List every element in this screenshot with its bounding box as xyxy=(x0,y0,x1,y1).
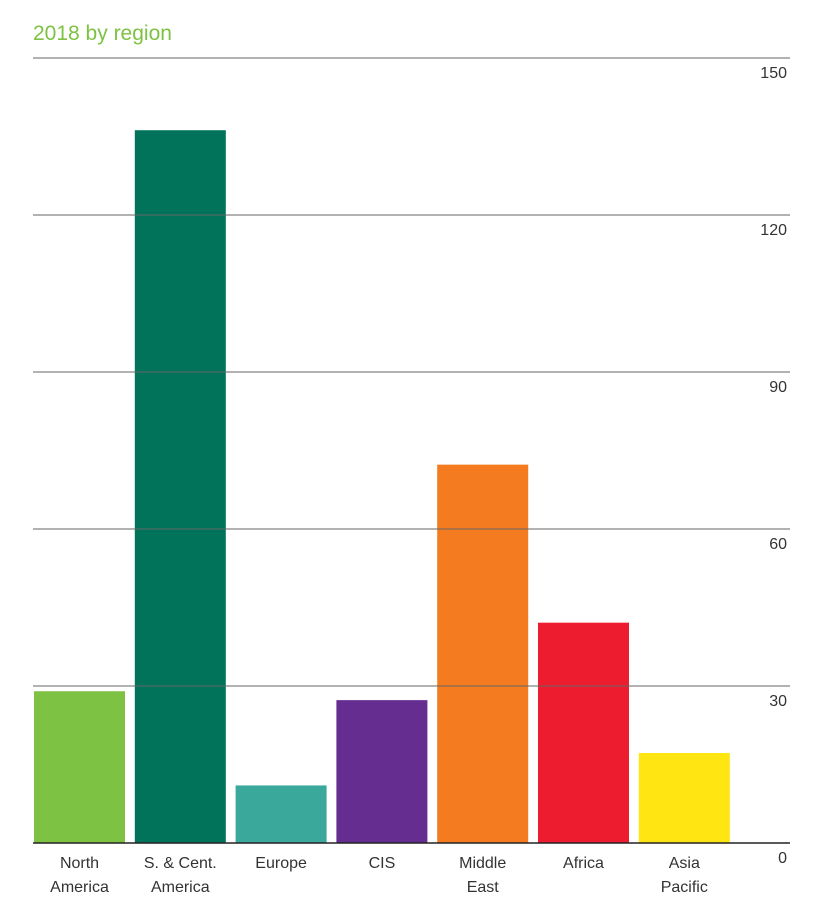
x-tick-label-line: East xyxy=(467,879,500,896)
bar xyxy=(34,691,125,843)
x-tick-label: Asia Pacific xyxy=(661,855,708,896)
y-tick-label: 120 xyxy=(760,222,787,239)
x-tick-label: CIS xyxy=(369,855,396,872)
x-tick-label-line: America xyxy=(50,879,109,896)
x-tick-label: Africa xyxy=(563,855,604,872)
bar xyxy=(134,130,226,844)
x-tick-label-line: North xyxy=(60,855,99,872)
x-tick-label: Middle East xyxy=(459,855,506,896)
x-tick-label: Europe xyxy=(255,855,307,872)
x-tick-label-line: Pacific xyxy=(661,879,708,896)
x-tick-label-line: Asia xyxy=(669,855,700,872)
bar xyxy=(437,464,529,843)
bar xyxy=(235,785,327,843)
x-tick-label-line: Middle xyxy=(459,855,506,872)
x-tick-label-line: Europe xyxy=(255,855,307,872)
bar xyxy=(538,622,629,843)
x-tick-label-line: America xyxy=(151,879,210,896)
x-tick-label-line: S. & Cent. xyxy=(144,855,217,872)
y-tick-label: 0 xyxy=(778,850,787,867)
x-tick-label-line: Africa xyxy=(563,855,604,872)
chart-title: 2018 by region xyxy=(33,22,172,45)
bar xyxy=(638,752,730,843)
y-tick-label: 60 xyxy=(769,536,787,553)
x-tick-label: North America xyxy=(50,855,109,896)
y-tick-label: 30 xyxy=(769,693,787,710)
y-tick-label: 150 xyxy=(760,65,787,82)
x-tick-label-line: CIS xyxy=(369,855,396,872)
bar xyxy=(336,700,428,843)
y-tick-label: 90 xyxy=(769,379,787,396)
x-tick-label: S. & Cent. America xyxy=(144,855,217,896)
